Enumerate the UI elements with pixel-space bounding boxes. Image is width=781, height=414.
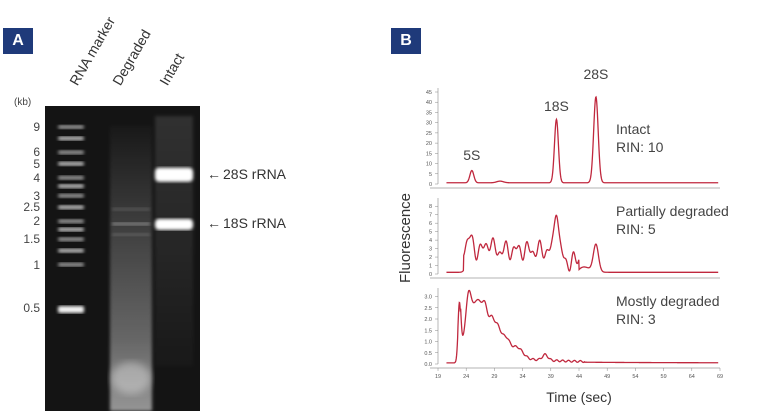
y-tick-label: 2 (429, 255, 432, 261)
y-tick-label: 1 (429, 264, 432, 270)
trace-rin-1: RIN: 5 (616, 221, 656, 237)
x-tick-label: 34 (520, 374, 526, 380)
y-tick-label: 20 (426, 141, 432, 147)
ladder-band (58, 205, 84, 210)
ladder-label-1: 6 (33, 145, 40, 160)
ladder-band (58, 125, 84, 129)
ladder-label-3: 4 (33, 170, 40, 185)
y-tick-label: 5 (429, 172, 432, 178)
x-tick-label: 24 (463, 374, 469, 380)
trace-series-0 (446, 95, 719, 184)
ladder-label-2: 5 (33, 156, 40, 171)
ladder-label-0: 9 (33, 120, 40, 134)
ladder-band (58, 193, 84, 198)
y-tick-label: 15 (426, 151, 432, 157)
arrow-left-icon: ← (207, 215, 221, 232)
trace-series-1 (446, 214, 719, 273)
kb-unit-label: (kb) (14, 97, 32, 108)
x-tick-label: 19 (435, 374, 441, 380)
trace-title-1: Partially degraded (616, 203, 729, 219)
intact-band-0 (155, 167, 193, 182)
x-tick-label: 29 (491, 374, 497, 380)
trace-series-2 (446, 289, 719, 364)
lane-label-intact: Intact (156, 50, 188, 88)
y-tick-label: 8 (429, 204, 432, 210)
y-tick-label: 3.0 (424, 295, 432, 301)
band-label-text: 18S rRNA (223, 215, 287, 232)
ladder-band (58, 306, 84, 313)
degraded-band (112, 207, 150, 211)
y-tick-label: 2.0 (424, 317, 432, 323)
band-label-1: ← 18S rRNA (207, 215, 286, 231)
ladder-band (58, 227, 84, 232)
x-tick-label: 69 (717, 374, 723, 380)
band-label-text: 28S rRNA (223, 165, 287, 182)
ladder-label-5: 2.5 (23, 200, 40, 215)
y-tick-label: 10 (426, 162, 432, 168)
ladder-band (58, 219, 84, 224)
trace-rin-2: RIN: 3 (616, 311, 656, 327)
peak-label-28s: 28S (583, 66, 608, 82)
ladder-band (58, 175, 84, 180)
y-tick-label: 5 (429, 230, 432, 236)
y-tick-label: 45 (426, 90, 432, 96)
ladder-label-6: 2 (33, 214, 40, 229)
y-tick-label: 6 (429, 221, 432, 227)
x-axis-title: Time (sec) (546, 389, 612, 405)
x-tick-label: 44 (576, 374, 582, 380)
trace-rin-0: RIN: 10 (616, 139, 664, 155)
ladder-label-7: 1.5 (23, 232, 40, 247)
band-label-0: ← 28S rRNA (207, 166, 286, 182)
panel-b-badge: B (391, 28, 421, 54)
x-tick-label: 39 (548, 374, 554, 380)
degraded-band (112, 222, 150, 226)
peak-label-18s: 18S (544, 98, 569, 114)
panel-a-badge: A (3, 28, 33, 54)
y-tick-label: 0.0 (424, 362, 432, 368)
y-axis-title: Fluorescence (397, 193, 414, 283)
y-tick-label: 2.5 (424, 306, 432, 312)
arrow-left-icon: ← (207, 165, 221, 182)
y-tick-label: 40 (426, 100, 432, 106)
y-tick-label: 3 (429, 247, 432, 253)
y-tick-label: 4 (429, 238, 432, 244)
x-tick-label: 64 (689, 374, 695, 380)
y-tick-label: 0.5 (424, 351, 432, 357)
y-tick-label: 1.5 (424, 328, 432, 334)
ladder-label-8: 1 (33, 257, 40, 272)
trace-title-0: Intact (616, 121, 650, 137)
y-tick-label: 30 (426, 121, 432, 127)
gel-image (45, 106, 200, 411)
ladder-band (58, 184, 84, 189)
x-tick-label: 59 (661, 374, 667, 380)
lane-label-degraded: Degraded (109, 26, 154, 88)
ladder-band (58, 161, 84, 166)
ladder-band (58, 248, 84, 253)
intact-band-1 (155, 218, 193, 230)
y-tick-label: 35 (426, 110, 432, 116)
y-tick-label: 0 (429, 182, 432, 188)
ladder-label-4: 3 (33, 188, 40, 203)
peak-label-5s: 5S (463, 147, 480, 163)
ladder-band (58, 150, 84, 155)
y-tick-label: 0 (429, 272, 432, 278)
y-tick-label: 1.0 (424, 340, 432, 346)
y-tick-label: 7 (429, 213, 432, 219)
ladder-band (58, 136, 84, 141)
ladder-band (58, 237, 84, 242)
x-tick-label: 54 (632, 374, 638, 380)
y-tick-label: 25 (426, 131, 432, 137)
degraded-band (112, 233, 150, 237)
ladder-label-9: 0.5 (23, 301, 40, 315)
x-tick-label: 49 (604, 374, 610, 380)
ladder-band (58, 262, 84, 267)
trace-title-2: Mostly degraded (616, 293, 720, 309)
